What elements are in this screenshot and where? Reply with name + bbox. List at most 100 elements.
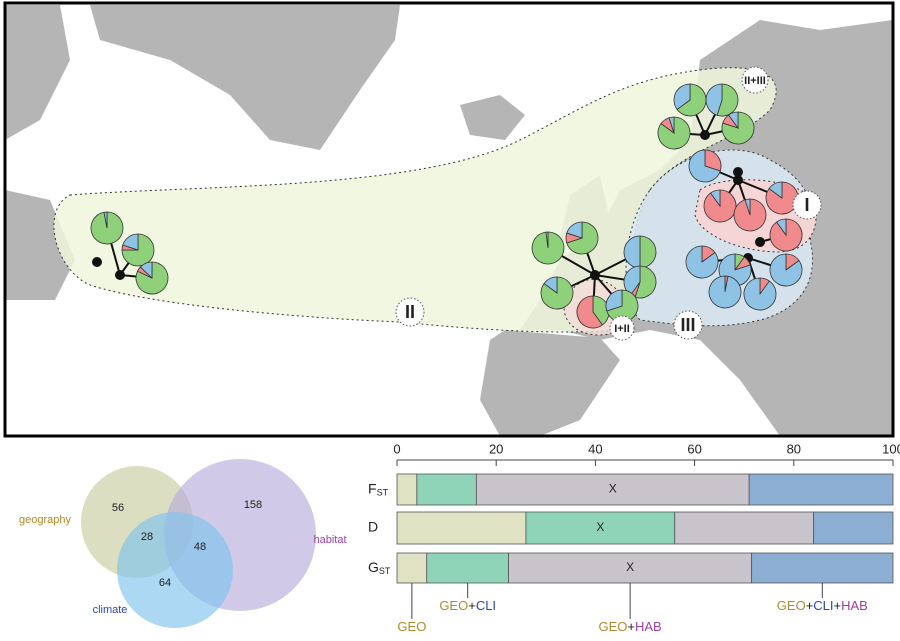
pie-slice [728,111,739,130]
pie-slice [676,83,707,117]
pie-slice [543,276,558,294]
pie-slice [605,289,623,312]
bar-segment [396,473,418,506]
region-label: I+II [614,323,630,335]
legend-label-part: CLI [476,598,496,613]
venn-set-label: geography [19,514,71,526]
legend-label-part: GEO [439,598,468,613]
venn-set-label: climate [93,604,128,616]
category-sub: ST [379,566,391,576]
venn-count: 56 [112,502,124,514]
land [90,5,400,150]
pie-slice [103,211,108,229]
bar-segment [396,511,527,545]
venn-count: 158 [244,499,262,511]
pie-slice [576,295,603,329]
pie-slice [768,181,783,199]
venn-count: 48 [194,541,206,553]
network-node [700,130,710,140]
bar-segment [674,511,815,545]
network-node [733,167,743,177]
region-label-circle [395,297,425,327]
pie-slice [685,245,719,279]
bar-segment [813,511,894,545]
legend-label-part: CLI [813,598,833,613]
legend-label: GEO+HAB [599,619,662,634]
pie-slice [668,116,675,134]
pie-slice [122,233,139,251]
region-label: I [804,195,809,215]
venn: geography habitat climate 56 158 64 28 48 [19,459,347,628]
pie-slice [135,261,169,295]
legend-label-part: GEO [777,598,806,613]
legend-label: GEO+CLI [439,598,496,613]
legend-label-part: + [627,619,635,634]
legend-label-part: GEO [397,619,426,634]
x-tick-label: 100 [882,441,900,456]
legend-label: GEO [397,619,426,634]
segment-annotation: X [609,482,617,496]
region-label: III [680,315,695,335]
venn-circle [117,512,233,628]
category-label: GST [368,559,391,577]
region-label-circle [792,190,822,220]
pie-slice [769,253,803,287]
network-node [733,175,743,185]
bar-segment [416,473,477,506]
category-label: FST [368,480,389,498]
land [5,5,70,140]
legend-label: GEO+CLI+HAB [777,598,868,613]
segment-annotation: X [596,520,604,534]
network-node [755,237,765,247]
pie-slice [121,233,155,267]
map-frame [3,1,895,438]
category-main: G [368,559,379,575]
category-main: F [368,480,377,496]
pie-slice [688,149,721,183]
pie-slice [566,221,583,239]
region-label: II+III [744,75,766,87]
x-tick-label: 80 [787,441,801,456]
venn-count: 64 [159,577,171,589]
region-label-circle [741,66,769,94]
pies [90,83,803,329]
x-tick-label: 40 [588,441,602,456]
bar-segment [508,552,753,584]
bar-segment [748,473,894,506]
network-node [115,270,125,280]
pie-slice [744,198,751,216]
region-label: II [405,302,415,322]
pie-slice [139,261,153,279]
legend-label-part: + [468,598,476,613]
land [5,190,75,300]
legend-label-part: HAB [841,598,868,613]
bar-segment [751,552,894,584]
network-node [92,257,102,267]
x-tick-label: 20 [489,441,503,456]
bar-segment [525,511,676,545]
legend-label-part: GEO [599,619,628,634]
legend-label-part: HAB [635,619,662,634]
x-tick-label: 60 [687,441,701,456]
region-label-circle [673,310,703,340]
land [480,330,620,436]
bar-chart: 020406080100FSTXDXGSTXGEOGEO+CLIGEO+HABG… [368,441,900,634]
pie-slice [710,189,721,208]
network-node [590,270,600,280]
bar-segment [396,552,428,584]
legend-label-part: + [806,598,814,613]
category-sub: ST [377,488,389,498]
segment-annotation: X [626,560,634,574]
pie-slice [776,218,787,237]
category-label: D [368,519,378,535]
pie-slice [704,149,722,172]
pie-slice [743,277,777,311]
x-tick-label: 0 [393,441,400,456]
venn-count: 28 [141,531,153,543]
bar-segment [426,552,510,584]
pie-slice [705,83,723,116]
pie-slice [673,83,691,110]
